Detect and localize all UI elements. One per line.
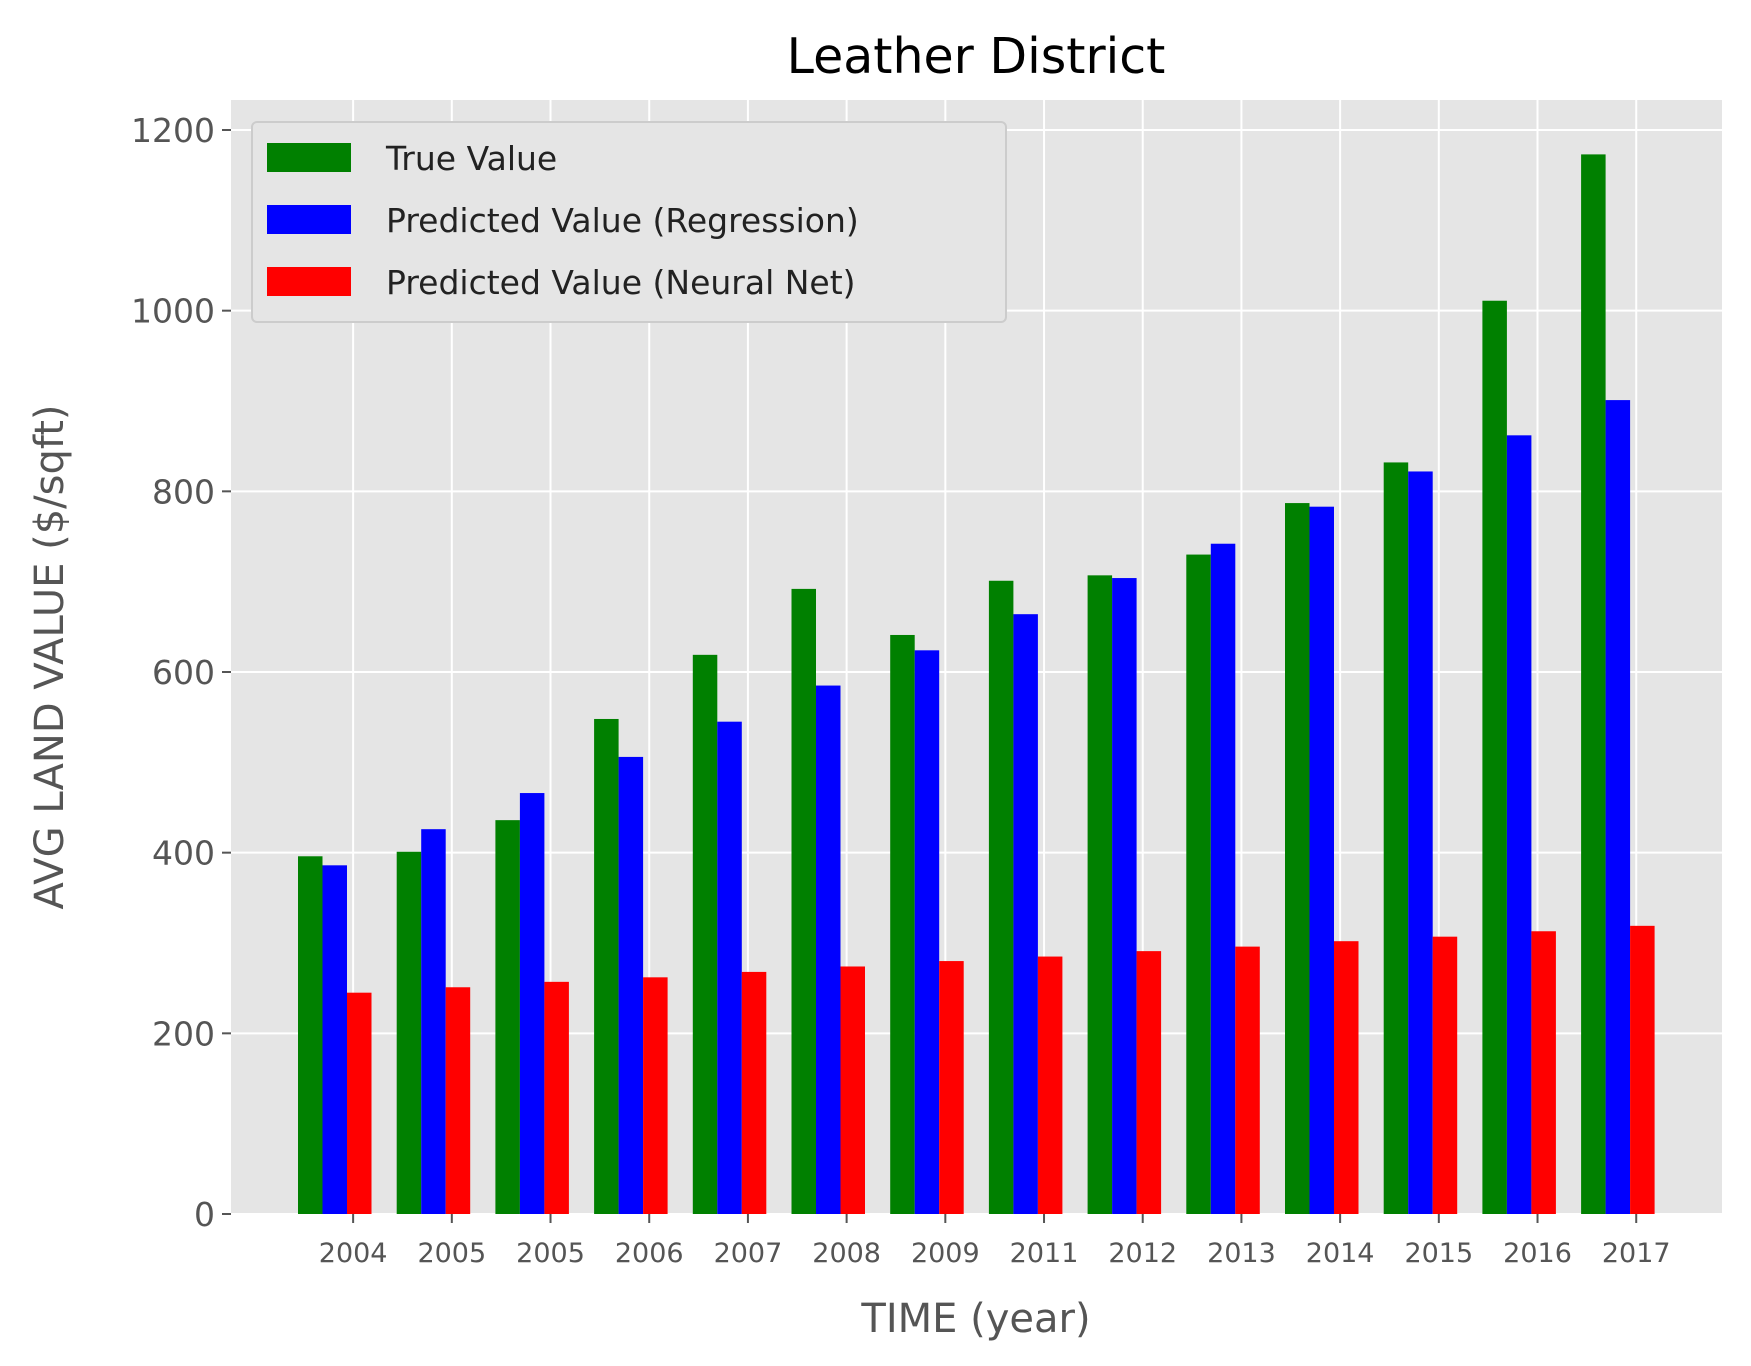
y-axis: 0 200 400 600 800 1000 1200 (131, 111, 231, 1234)
legend-label-neural-net: Predicted Value (Neural Net) (386, 263, 856, 302)
x-tick-label: 2008 (812, 1238, 881, 1269)
bar-predicted-value-neural-net (643, 977, 668, 1214)
bar-predicted-value-neural-net (445, 987, 471, 1214)
legend-swatch-true-value (267, 143, 351, 172)
bar-predicted-value-neural-net (347, 992, 372, 1214)
bar-predicted-value-regression (519, 793, 545, 1214)
y-axis-label: AVG LAND VALUE ($/sqft) (27, 404, 73, 909)
legend-label-regression: Predicted Value (Regression) (386, 201, 859, 240)
x-axis: 2004 2005 2005 2006 2007 2008 2009 2011 2012 2013… (319, 1214, 1671, 1269)
bar-true-value (988, 580, 1014, 1214)
x-tick-label: 2012 (1108, 1238, 1177, 1269)
bar-predicted-value-neural-net (1531, 931, 1556, 1214)
bar-predicted-value-regression (322, 865, 347, 1214)
bar-predicted-value-neural-net (544, 981, 569, 1214)
bar-predicted-value-neural-net (939, 961, 964, 1214)
legend: True Value Predicted Value (Regression) … (251, 121, 1007, 323)
bar-true-value (890, 634, 915, 1214)
x-tick-label: 2017 (1602, 1238, 1671, 1269)
y-tick-label: 1200 (131, 111, 215, 150)
x-tick-label: 2004 (319, 1238, 388, 1269)
bar-predicted-value-regression (1309, 506, 1334, 1214)
x-tick-label: 2005 (516, 1238, 585, 1269)
x-tick-label: 2011 (1010, 1238, 1079, 1269)
x-tick-label: 2016 (1503, 1238, 1572, 1269)
bar-predicted-value-neural-net (1235, 946, 1260, 1214)
y-tick-label: 400 (152, 834, 215, 873)
bar-true-value (1482, 300, 1507, 1215)
x-tick-label: 2013 (1207, 1238, 1276, 1269)
bar-predicted-value-neural-net (1136, 951, 1162, 1214)
legend-box (251, 121, 1007, 323)
bar-true-value (1285, 503, 1310, 1214)
bar-predicted-value-neural-net (1630, 925, 1655, 1214)
x-tick-label: 2006 (615, 1238, 684, 1269)
y-tick-label: 1000 (131, 292, 215, 331)
bar-predicted-value-regression (717, 721, 742, 1214)
bar-predicted-value-regression (1408, 471, 1433, 1215)
bar-predicted-value-regression (1605, 400, 1631, 1214)
bar-predicted-value-regression (421, 829, 446, 1214)
legend-swatch-regression (267, 205, 351, 234)
y-tick-label: 600 (152, 653, 215, 692)
bar-predicted-value-neural-net (840, 966, 865, 1214)
x-tick-label: 2014 (1306, 1238, 1375, 1269)
bar-true-value (791, 588, 816, 1214)
bar-predicted-value-regression (1013, 614, 1038, 1214)
bars-layer (298, 154, 1655, 1215)
bar-predicted-value-neural-net (1037, 956, 1063, 1214)
bar-predicted-value-regression (816, 685, 841, 1214)
x-tick-label: 2009 (911, 1238, 980, 1269)
bar-true-value (1383, 462, 1409, 1215)
legend-label-true-value: True Value (385, 139, 557, 178)
x-tick-label: 2007 (714, 1238, 783, 1269)
chart-title: Leather District (787, 28, 1166, 85)
y-tick-label: 800 (152, 472, 215, 511)
bar-true-value (298, 856, 323, 1214)
bar-predicted-value-regression (1112, 578, 1137, 1214)
bar-true-value (1581, 154, 1606, 1214)
bar-predicted-value-neural-net (741, 971, 767, 1214)
y-tick-label: 0 (194, 1195, 215, 1234)
bar-predicted-value-regression (1506, 435, 1532, 1214)
bar-true-value (1186, 554, 1211, 1214)
bar-predicted-value-regression (914, 650, 940, 1214)
bar-true-value (692, 654, 718, 1214)
bar-predicted-value-neural-net (1432, 936, 1458, 1214)
bar-true-value (396, 851, 422, 1214)
bar-predicted-value-neural-net (1334, 941, 1359, 1214)
x-tick-label: 2005 (417, 1238, 486, 1269)
bar-predicted-value-regression (1210, 543, 1236, 1214)
bar-true-value (495, 820, 520, 1214)
y-tick-label: 200 (152, 1014, 215, 1053)
x-axis-label: TIME (year) (860, 1296, 1090, 1342)
bar-predicted-value-regression (618, 756, 644, 1214)
bar-true-value (594, 718, 619, 1214)
legend-swatch-neural-net (267, 267, 351, 296)
bar-true-value (1087, 575, 1113, 1214)
x-tick-label: 2015 (1404, 1238, 1473, 1269)
